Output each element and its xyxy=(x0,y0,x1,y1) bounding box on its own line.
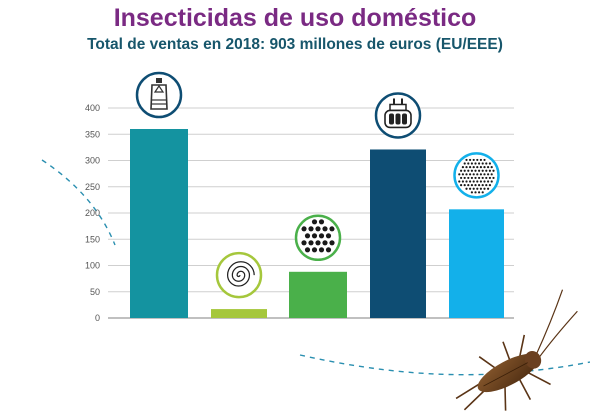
bar-coils xyxy=(211,309,267,318)
bar-otros xyxy=(449,209,504,318)
y-tick-label: 0 xyxy=(95,313,100,323)
chart-subtitle: Total de ventas en 2018: 903 millones de… xyxy=(87,36,503,53)
plug-in-diffuser-icon xyxy=(374,92,422,139)
bar-cebos xyxy=(289,271,347,318)
y-tick-label: 50 xyxy=(90,287,100,297)
spray-can-icon xyxy=(135,71,183,119)
chart-title: Insecticidas de uso doméstico xyxy=(113,4,477,32)
y-tick-label: 400 xyxy=(85,103,100,113)
cockroach-illustration xyxy=(455,289,578,411)
y-tick-label: 100 xyxy=(85,261,100,271)
bar-aerosol xyxy=(130,129,188,318)
flight-path-bottom xyxy=(299,354,590,376)
flight-path-left xyxy=(41,159,116,246)
bait-dots-icon xyxy=(294,214,342,262)
bars xyxy=(130,129,504,318)
y-axis-ticks: 0 50 100 150 200 250 300 350 400 xyxy=(85,103,100,323)
y-tick-label: 250 xyxy=(85,182,100,192)
y-tick-label: 150 xyxy=(85,234,100,244)
y-tick-label: 200 xyxy=(85,208,100,218)
y-tick-label: 350 xyxy=(85,129,100,139)
fine-dots-icon xyxy=(453,152,500,199)
mosquito-coil-icon xyxy=(215,251,263,299)
bar-difusores xyxy=(370,149,426,318)
y-tick-label: 300 xyxy=(85,156,100,166)
